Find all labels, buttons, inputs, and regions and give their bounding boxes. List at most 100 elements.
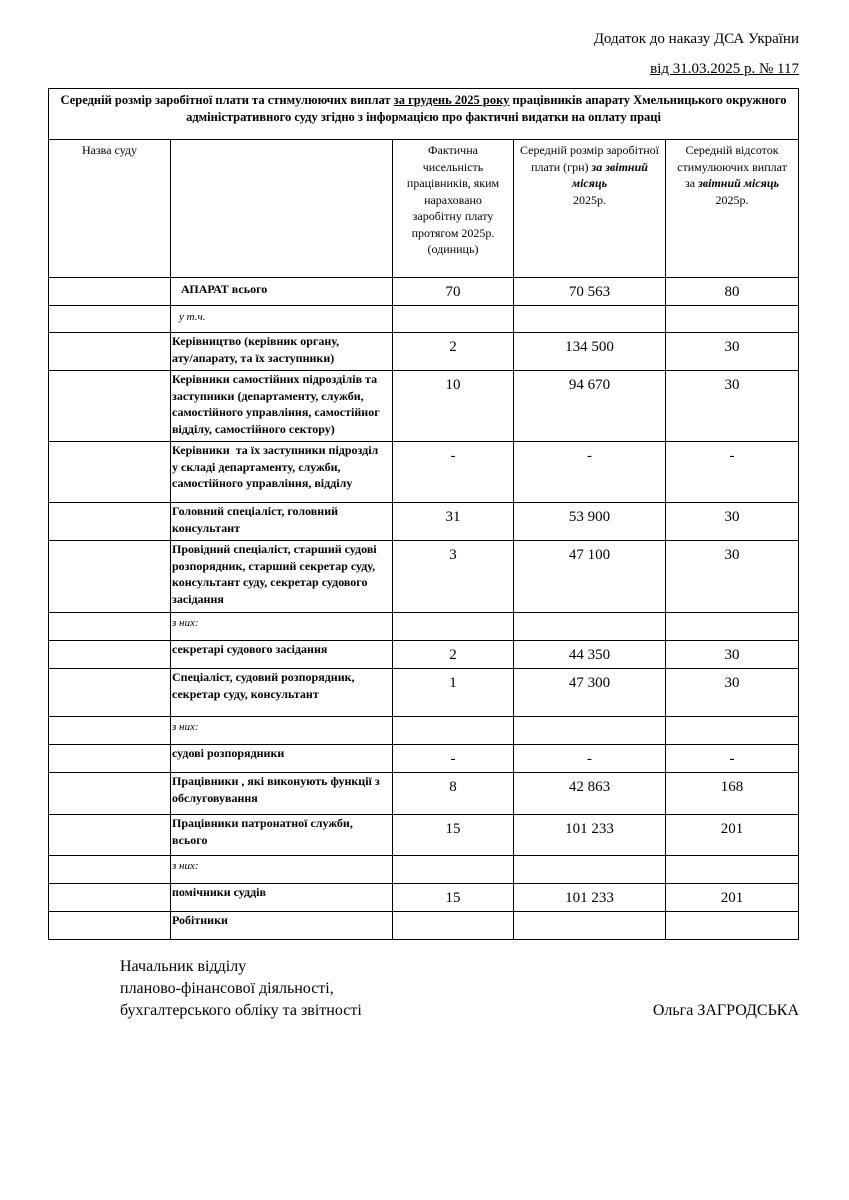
salary-cell: 53 900 [513, 502, 666, 541]
table-row: АПАРАТ всього 70 70 563 80 [48, 277, 800, 306]
first-cell [48, 640, 171, 669]
table-row: Керівники самостійних підрозділів та зас… [48, 370, 800, 442]
table-row: Керівництво (керівник органу, ату/апарат… [48, 332, 800, 371]
table-row: з них: [48, 855, 800, 884]
count-cell: 2 [392, 332, 514, 371]
row-label: Керівництво (керівник органу, ату/апарат… [170, 332, 393, 371]
signatory-line: бухгалтерського обліку та звітності [120, 1002, 362, 1019]
table-row: судові розпорядники - - - [48, 744, 800, 773]
table-title: Середній розмір заробітної плати та стим… [47, 88, 800, 140]
count-cell: 70 [392, 277, 514, 306]
count-cell: - [392, 441, 514, 503]
col-header-empty [170, 139, 393, 278]
salary-cell [513, 855, 666, 884]
count-cell: 31 [392, 502, 514, 541]
row-label: судові розпорядники [170, 744, 393, 773]
first-cell [48, 744, 171, 773]
salary-cell: 47 300 [513, 668, 666, 717]
count-cell: 3 [392, 540, 514, 613]
table-row: Спеціаліст, судовий розпорядник, секрета… [48, 668, 800, 717]
salary-table: Середній розмір заробітної плати та стим… [47, 88, 800, 940]
first-cell [48, 883, 171, 912]
first-cell [48, 855, 171, 884]
signatory-line: Начальник відділу [120, 958, 247, 975]
row-label: з них: [170, 716, 393, 745]
first-cell [48, 612, 171, 641]
bonus-cell: 201 [664, 883, 800, 912]
row-label: Керівники та їх заступники підрозділ у с… [170, 441, 393, 503]
salary-cell: - [513, 441, 666, 503]
bonus-cell: 30 [664, 540, 800, 613]
bonus-cell: 168 [664, 772, 800, 815]
table-row: у т.ч. [48, 305, 800, 333]
bonus-cell [664, 612, 800, 641]
appendix-header: Додаток до наказу ДСА України [593, 31, 799, 47]
salary-cell [513, 716, 666, 745]
signatory-line: планово-фінансової діяльності, [120, 980, 334, 997]
first-cell [48, 540, 171, 613]
count-cell: 1 [392, 668, 514, 717]
row-label: Провідний спеціаліст, старший судові роз… [170, 540, 393, 613]
bonus-cell [664, 911, 800, 940]
table-row: з них: [48, 612, 800, 641]
signatory-position: Начальник відділу планово-фінансової дія… [120, 956, 362, 1022]
row-label: Працівники , які виконують функції з обс… [170, 772, 393, 815]
count-cell: 15 [392, 814, 514, 856]
salary-cell: 101 233 [513, 883, 666, 912]
count-cell: 2 [392, 640, 514, 669]
salary-cell [513, 305, 666, 333]
count-cell: 10 [392, 370, 514, 442]
bonus-cell: 30 [664, 370, 800, 442]
salary-cell: 44 350 [513, 640, 666, 669]
col-header-count: Фактична чисельність працівників, яким н… [392, 139, 514, 278]
table-row: Робітники [48, 911, 800, 940]
salary-cell [513, 612, 666, 641]
row-label: Робітники [170, 911, 393, 940]
bonus-cell: 80 [664, 277, 800, 306]
table-row: секретарі судового засідання 2 44 350 30 [48, 640, 800, 669]
first-cell [48, 277, 171, 306]
count-cell [392, 911, 514, 940]
row-label: з них: [170, 612, 393, 641]
first-cell [48, 502, 171, 541]
salary-cell: 42 863 [513, 772, 666, 815]
first-cell [48, 911, 171, 940]
count-cell [392, 612, 514, 641]
row-label: у т.ч. [170, 305, 393, 333]
order-reference: від 31.03.2025 р. № 117 [650, 61, 799, 77]
row-label: Спеціаліст, судовий розпорядник, секрета… [170, 668, 393, 717]
bonus-cell: 30 [664, 640, 800, 669]
bonus-cell: 30 [664, 502, 800, 541]
col-header-salary: Середній розмір заробітної плати (грн) з… [513, 139, 666, 278]
first-cell [48, 370, 171, 442]
salary-cell: 94 670 [513, 370, 666, 442]
count-cell [392, 305, 514, 333]
row-label: з них: [170, 855, 393, 884]
first-cell [48, 305, 171, 333]
count-cell: - [392, 744, 514, 773]
count-cell: 8 [392, 772, 514, 815]
table-row: Керівники та їх заступники підрозділ у с… [48, 441, 800, 503]
table-row: Провідний спеціаліст, старший судові роз… [48, 540, 800, 613]
bonus-cell [664, 716, 800, 745]
first-cell [48, 668, 171, 717]
table-row: Працівники , які виконують функції з обс… [48, 772, 800, 815]
salary-cell: - [513, 744, 666, 773]
salary-cell: 134 500 [513, 332, 666, 371]
row-label: Керівники самостійних підрозділів та зас… [170, 370, 393, 442]
first-cell [48, 441, 171, 503]
row-label: АПАРАТ всього [170, 277, 393, 306]
bonus-cell [664, 855, 800, 884]
first-cell [48, 772, 171, 815]
table-row: Працівники патронатної служби, всього 15 1… [48, 814, 800, 856]
row-label: Головний спеціаліст, головний консультан… [170, 502, 393, 541]
count-cell [392, 716, 514, 745]
bonus-cell: - [664, 744, 800, 773]
first-cell [48, 814, 171, 856]
salary-cell: 101 233 [513, 814, 666, 856]
first-cell [48, 716, 171, 745]
bonus-cell: 201 [664, 814, 800, 856]
row-label: помічники суддів [170, 883, 393, 912]
first-cell [48, 332, 171, 371]
salary-cell [513, 911, 666, 940]
